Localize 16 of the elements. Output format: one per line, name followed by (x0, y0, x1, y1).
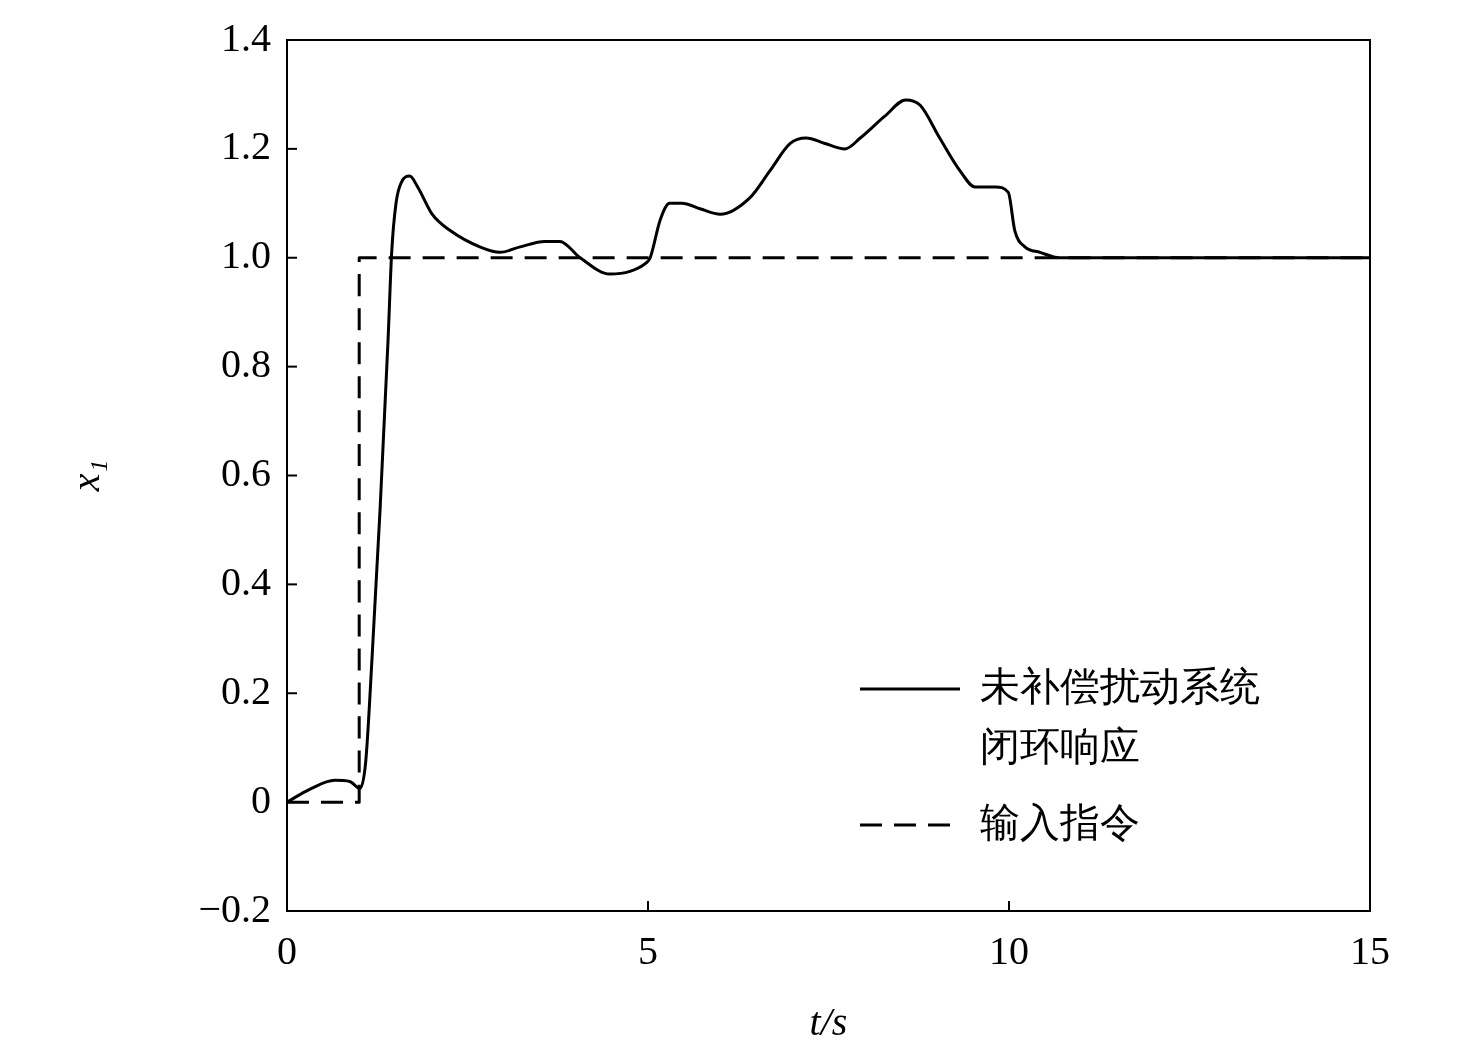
y-axis-title: x₁ (62, 459, 108, 493)
legend-label: 输入指令 (980, 799, 1140, 845)
x-tick-label: 15 (1350, 927, 1390, 973)
y-tick-label: 0.4 (221, 558, 271, 604)
y-tick-label: 1.4 (221, 14, 271, 60)
y-tick-label: 0 (251, 776, 271, 822)
y-tick-label: −0.2 (198, 885, 271, 931)
y-tick-label: 1.2 (221, 123, 271, 169)
y-tick-label: 1.0 (221, 232, 271, 278)
x-axis-title: t/s (809, 998, 848, 1044)
y-tick-label: 0.8 (221, 341, 271, 387)
y-tick-label: 0.2 (221, 667, 271, 713)
y-tick-label: 0.6 (221, 450, 271, 495)
x-tick-label: 10 (989, 927, 1029, 973)
legend-label: 未补偿扰动系统闭环响应 (980, 663, 1260, 769)
x-tick-label: 5 (638, 927, 658, 973)
